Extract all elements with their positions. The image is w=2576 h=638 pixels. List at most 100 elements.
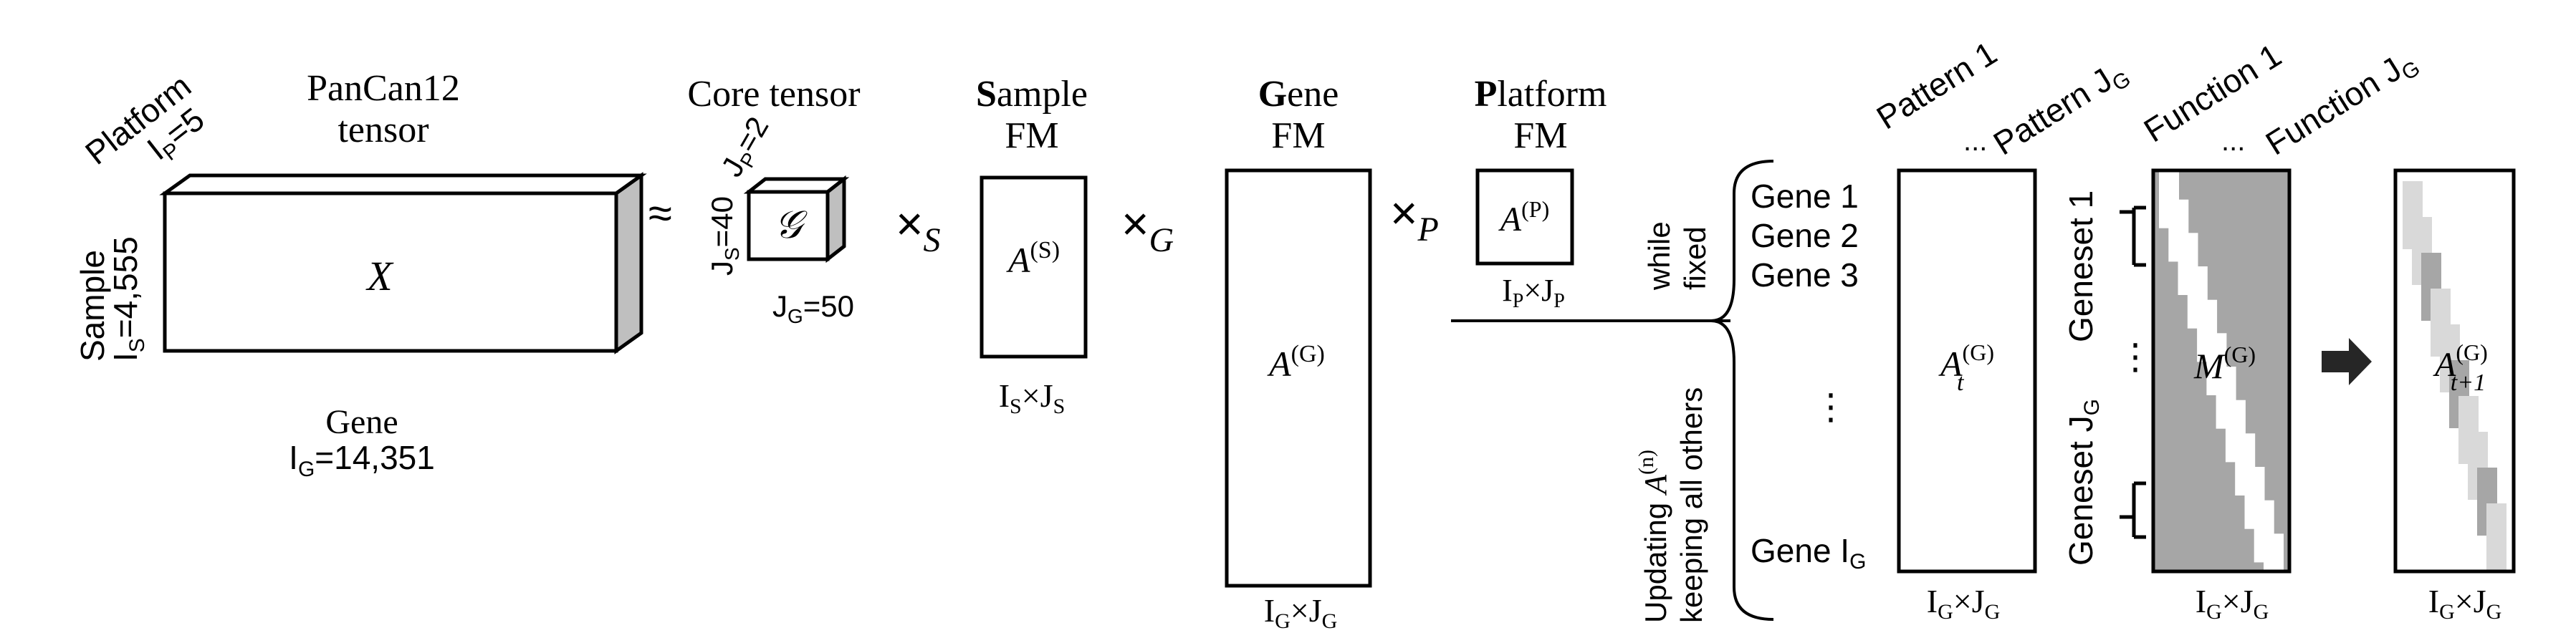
pattern-row-gene-3: Gene 3	[1751, 256, 1859, 294]
result-matrix-dims: IG×JG	[2428, 583, 2502, 624]
platform-fm-title-line2: FM	[1513, 115, 1567, 156]
gene-fm-title: Gene	[1258, 74, 1339, 115]
times-platform-sign: ×	[1390, 186, 1418, 239]
pattern-row-ellipsis: ⋮	[1813, 387, 1849, 427]
sample-dim-sub: S	[125, 338, 149, 352]
tensor-side-face	[614, 172, 643, 354]
platform-fm-symbol: A(P)	[1498, 196, 1549, 238]
sample-dim: I	[107, 352, 144, 362]
sample-fm-letter: A	[1006, 240, 1030, 280]
gene-fm-symbol: A(G)	[1267, 341, 1325, 384]
gene-dim: I	[289, 439, 298, 476]
gene-fm: Gene FM A(G) IG×JG	[1225, 74, 1372, 633]
pattern-row-gene-1: Gene 1	[1751, 178, 1859, 215]
sample-dim-value: =4,555	[107, 236, 144, 338]
tensor-top-face	[159, 173, 647, 195]
sample-fm-title: Sample	[976, 74, 1088, 115]
pancan12-tensor: PanCan12 tensor X Platform IP=5 Sample I…	[74, 67, 647, 481]
platform-fm-title-rest: latform	[1497, 74, 1607, 115]
times-sample: ×S	[896, 197, 941, 259]
core-jg-value: =50	[803, 289, 854, 323]
core-js-sub: S	[721, 247, 743, 261]
sample-fm-dims: IS×JS	[999, 377, 1066, 418]
core-js: J	[705, 261, 739, 276]
pattern-matrix-dims: IG×JG	[1927, 583, 2001, 624]
pattern-matrix-symbol: A(G) t	[1938, 339, 1994, 396]
svg-text:Function JG: Function JG	[2259, 42, 2425, 166]
result-diagonal-block	[2486, 503, 2506, 571]
core-jg-sub: G	[787, 305, 803, 327]
svg-text:Pattern 1: Pattern 1	[1870, 34, 2003, 136]
svg-text:JP=2: JP=2	[714, 111, 779, 184]
sample-fm-title-bold: S	[976, 74, 997, 115]
gene-axis-label: Gene	[325, 403, 398, 441]
update-note-while: while	[1642, 221, 1676, 291]
core-jg: J	[772, 289, 787, 323]
function-col-last: Function JG	[2259, 42, 2425, 166]
svg-text:Pattern JG: Pattern JG	[1987, 52, 2135, 165]
function-bracket-top	[2120, 206, 2146, 267]
update-note-updating: UpdatingA(n)	[1634, 450, 1673, 623]
function-matrix-symbol: M(G)	[2193, 342, 2256, 386]
svg-text:Geneset JG: Geneset JG	[2062, 399, 2104, 566]
function-row-first: Geneset 1	[2062, 190, 2099, 342]
result-matrix: A(G) t+1 IG×JG	[2393, 168, 2516, 624]
platform-fm: Platform FM A(P) IP×JP	[1475, 74, 1607, 312]
gene-fm-box	[1225, 168, 1372, 588]
function-matrix-diagonal	[2159, 166, 2284, 596]
result-matrix-symbol: A(G) t+1	[2433, 339, 2488, 396]
sample-fm-symbol: A(S)	[1006, 237, 1060, 280]
gene-fm-dims: IG×JG	[1264, 592, 1338, 633]
core-tensor: Core tensor 𝒢 JS=40 JP=2 JG=50	[687, 74, 860, 327]
times-gene-mode: G	[1149, 221, 1174, 259]
update-note-lower: UpdatingA(n) keeping all others	[1634, 387, 1708, 623]
result-matrix-blocks	[2403, 181, 2506, 571]
pattern-matrix-box	[1897, 168, 2037, 574]
pattern-col-last: Pattern JG	[1987, 52, 2135, 165]
times-sample-sign: ×	[896, 197, 924, 250]
tensor-symbol: X	[365, 253, 394, 299]
svg-text:IS=4,555: IS=4,555	[107, 236, 149, 362]
platform-fm-box	[1475, 168, 1574, 266]
tensor-title-line2: tensor	[337, 110, 428, 150]
core-side-face	[825, 175, 846, 264]
function-matrix: Function 1 ... Function JG Geneset 1 ⋮ G…	[2062, 37, 2424, 624]
platform-fm-dims: IP×JP	[1502, 273, 1565, 312]
gene-fm-title-line2: FM	[1271, 115, 1325, 156]
function-col-ellipsis: ...	[2221, 125, 2245, 157]
core-js-value: =40	[705, 196, 739, 247]
platform-fm-letter: A	[1498, 200, 1522, 238]
platform-fm-superscript: (P)	[1521, 196, 1549, 222]
function-diagonal-block	[2264, 533, 2284, 596]
left-brace	[1710, 160, 1774, 621]
function-matrix-dims: IG×JG	[2196, 583, 2269, 624]
gene-dim-sub: G	[298, 458, 315, 481]
pattern-row-gene-last: Gene IG	[1751, 532, 1866, 574]
svg-text:JS=40: JS=40	[705, 196, 743, 276]
core-jg-label: JG=50	[772, 289, 854, 327]
tensor-title-line1: PanCan12	[307, 68, 460, 109]
sample-fm-title-line2: FM	[1005, 115, 1058, 156]
sample-fm-box	[980, 175, 1088, 359]
svg-text:Geneset 1: Geneset 1	[2062, 190, 2099, 342]
pattern-row-gene-2: Gene 2	[1751, 217, 1859, 254]
times-gene: ×G	[1121, 197, 1174, 259]
gene-dim-label: IG=14,351	[289, 439, 435, 481]
update-note-keeping: keeping all others	[1675, 387, 1708, 623]
function-matrix-box	[2151, 168, 2292, 574]
pattern-col-first: Pattern 1	[1870, 34, 2003, 136]
update-note-upper: while fixed	[1642, 221, 1712, 291]
sample-fm: Sample FM A(S) IS×JS	[976, 74, 1088, 418]
core-jp-label: JP=2	[714, 111, 779, 184]
times-sample-mode: S	[924, 221, 941, 259]
core-tensor-title: Core tensor	[687, 74, 860, 115]
gene-fm-title-bold: G	[1258, 74, 1287, 115]
update-note-fixed: fixed	[1678, 226, 1712, 290]
times-gene-sign: ×	[1121, 197, 1149, 250]
function-row-last: Geneset JG	[2062, 399, 2104, 566]
times-platform: ×P	[1390, 186, 1439, 248]
platform-fm-title: Platform	[1475, 74, 1607, 115]
sample-axis-label: Sample	[74, 250, 111, 362]
function-row-ellipsis: ⋮	[2117, 337, 2153, 377]
